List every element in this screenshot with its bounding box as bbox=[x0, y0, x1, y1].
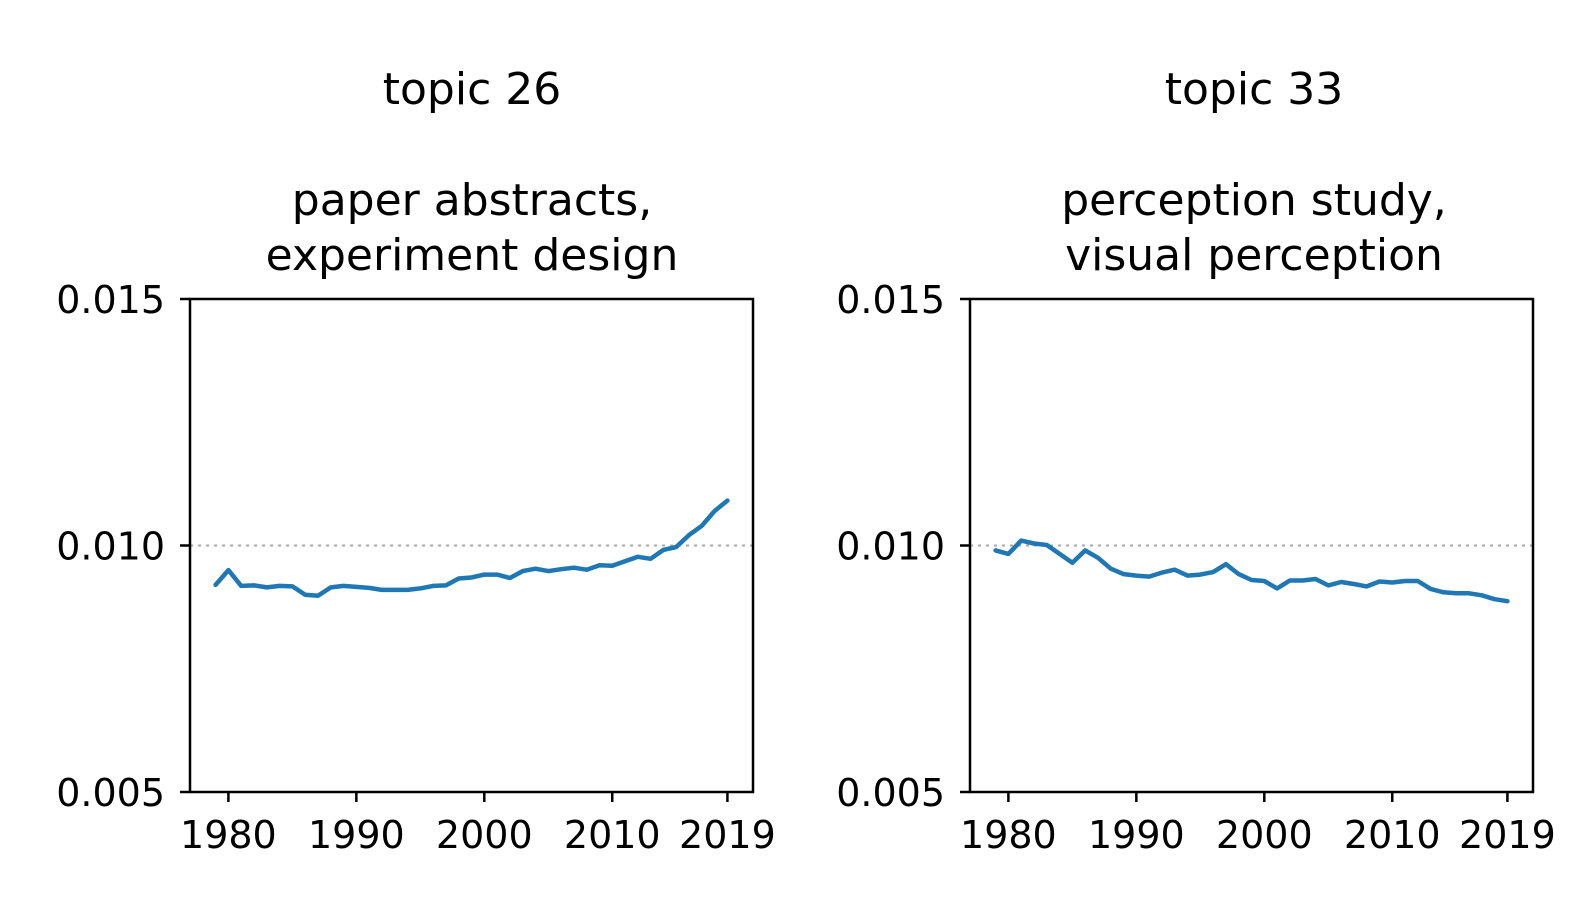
chart-title-line-2: paper abstracts, bbox=[292, 175, 652, 226]
x-tick-label: 2010 bbox=[1344, 813, 1441, 857]
x-tick-label: 1980 bbox=[960, 813, 1057, 857]
chart-panel-topic-26: topic 26 paper abstracts, experiment des… bbox=[56, 64, 776, 857]
chart-panel-topic-33: topic 33 perception study, visual percep… bbox=[836, 64, 1556, 857]
chart-title-line-3: visual perception bbox=[1065, 230, 1443, 281]
plot-area: 1980 1990 2000 2010 2019 0.005 0.010 0.015 bbox=[56, 278, 776, 857]
x-tick-label: 1990 bbox=[1088, 813, 1185, 857]
x-tick-label: 2019 bbox=[679, 813, 776, 857]
series-line bbox=[993, 538, 1510, 604]
y-tick-label: 0.005 bbox=[56, 771, 165, 815]
chart-title-line-1: topic 33 bbox=[1165, 64, 1344, 115]
y-tick-label: 0.005 bbox=[836, 771, 945, 815]
y-tick-label: 0.010 bbox=[836, 525, 945, 569]
chart-title-line-2: perception study, bbox=[1061, 175, 1447, 226]
y-tick-label: 0.010 bbox=[56, 525, 165, 569]
chart-title-line-3: experiment design bbox=[266, 230, 679, 281]
x-tick-label: 2000 bbox=[436, 813, 533, 857]
x-tick-label: 1980 bbox=[180, 813, 277, 857]
series-line bbox=[213, 498, 730, 599]
chart-title-line-1: topic 26 bbox=[383, 64, 562, 115]
plot-area: 1980 1990 2000 2010 2019 0.005 0.010 0.015 bbox=[836, 278, 1556, 857]
x-tick-label: 2000 bbox=[1216, 813, 1313, 857]
x-tick-label: 1990 bbox=[308, 813, 405, 857]
x-tick-label: 2010 bbox=[564, 813, 661, 857]
y-tick-label: 0.015 bbox=[56, 278, 165, 322]
x-tick-label: 2019 bbox=[1459, 813, 1556, 857]
y-tick-label: 0.015 bbox=[836, 278, 945, 322]
